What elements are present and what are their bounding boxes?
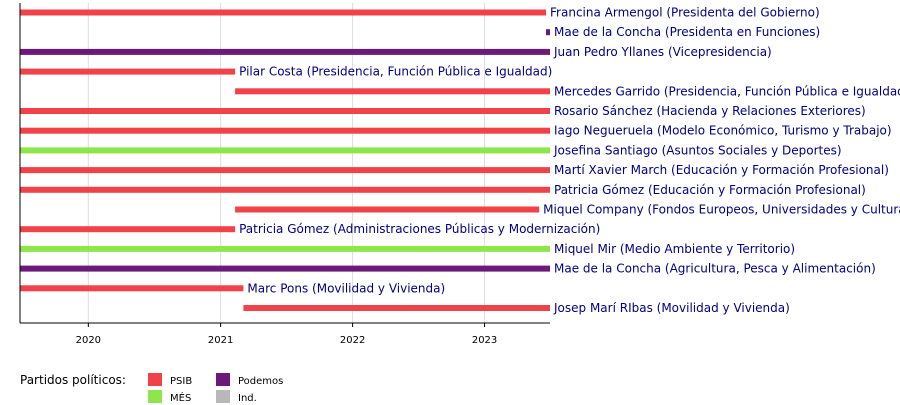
legend-swatch-2 <box>148 390 162 403</box>
legend: Partidos políticos: PSIB MÉS Podemos Ind. <box>20 373 283 404</box>
bar-5 <box>235 88 551 95</box>
bar-14 <box>20 265 550 272</box>
bar-label-4: Pilar Costa (Presidencia, Función Públic… <box>239 65 552 79</box>
legend-label-2: MÉS <box>170 391 191 404</box>
bar-15 <box>20 285 244 292</box>
bar-label-5: Mercedes Garrido (Presidencia, Función P… <box>554 84 900 98</box>
bar-label-13: Miquel Mir (Medio Ambiente y Territorio) <box>554 242 795 256</box>
bars-group: Francina Armengol (Presidenta del Gobier… <box>20 6 900 315</box>
bar-label-14: Mae de la Concha (Agricultura, Pesca y A… <box>554 262 876 276</box>
bar-label-8: Josefina Santiago (Asuntos Sociales y De… <box>553 143 842 157</box>
tick-label-2023: 2023 <box>472 335 497 346</box>
bar-10 <box>20 186 550 193</box>
legend-swatch-3 <box>216 373 230 386</box>
bar-9 <box>20 167 550 174</box>
bar-label-12: Patricia Gómez (Administraciones Pública… <box>239 222 600 236</box>
bar-label-1: Francina Armengol (Presidenta del Gobier… <box>550 6 820 20</box>
legend-label-1: PSIB <box>170 376 192 387</box>
bar-label-2: Mae de la Concha (Presidenta en Funcione… <box>554 25 820 39</box>
bar-13 <box>20 245 550 252</box>
bar-label-16: Josep Marí RIbas (Movilidad y Vivienda) <box>553 301 790 315</box>
bar-label-10: Patricia Gómez (Educación y Formación Pr… <box>554 183 866 197</box>
tick-label-2020: 2020 <box>76 335 101 346</box>
tick-label-2022: 2022 <box>340 335 365 346</box>
legend-label-3: Podemos <box>238 376 283 387</box>
bar-label-9: Martí Xavier March (Educación y Formació… <box>554 163 889 177</box>
tick-label-2021: 2021 <box>208 335 233 346</box>
bar-2 <box>546 29 550 36</box>
bar-1 <box>20 9 547 16</box>
bar-label-11: Miquel Company (Fondos Europeos, Univers… <box>543 203 900 217</box>
legend-label-4: Ind. <box>238 393 257 404</box>
bar-6 <box>20 108 550 114</box>
bar-label-6: Rosario Sánchez (Hacienda y Relaciones E… <box>554 104 866 118</box>
bar-8 <box>20 147 550 154</box>
legend-title: Partidos políticos: <box>20 373 126 387</box>
bar-7 <box>20 127 550 134</box>
bar-label-7: Iago Negueruela (Modelo Económico, Turis… <box>554 124 892 138</box>
bar-label-15: Marc Pons (Movilidad y Vivienda) <box>247 281 445 295</box>
bar-11 <box>235 206 540 213</box>
bar-12 <box>20 226 236 233</box>
x-axis: 2020 2021 2022 2023 <box>19 3 550 346</box>
bar-label-3: Juan Pedro Yllanes (Vicepresidencia) <box>553 45 772 59</box>
bar-3 <box>20 48 550 55</box>
bar-16 <box>243 305 550 311</box>
bar-4 <box>20 68 236 75</box>
legend-swatch-4 <box>216 390 230 403</box>
legend-swatch-1 <box>148 373 162 386</box>
